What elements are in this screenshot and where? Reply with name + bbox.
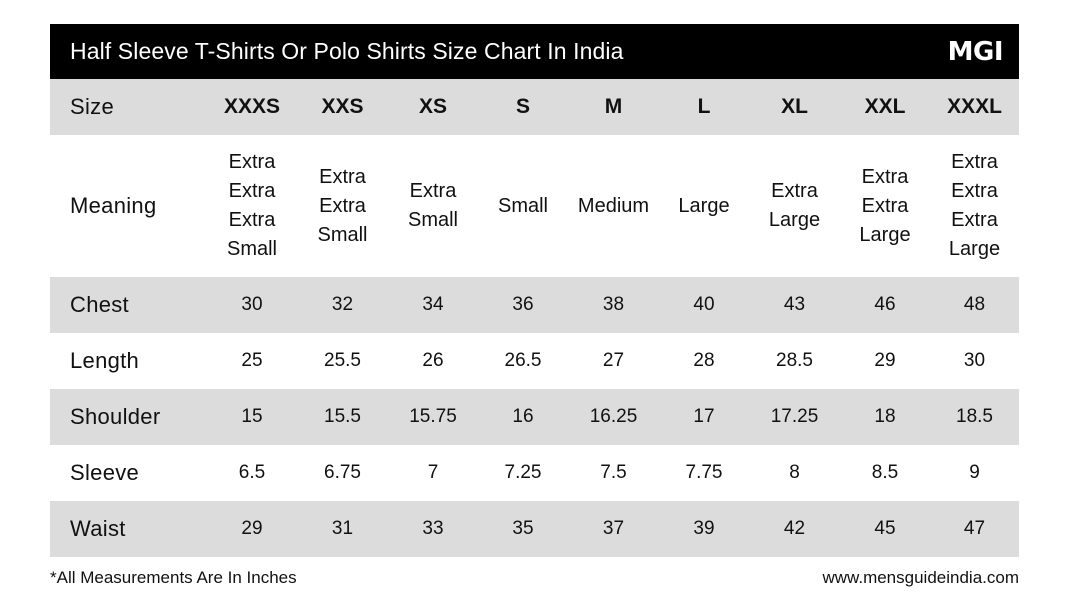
table-row: Shoulder 15 15.5 15.75 16 16.25 17 17.25 18 18.5 — [50, 389, 1019, 445]
measurement-cell: 47 — [930, 501, 1019, 557]
measurement-cell: 18.5 — [930, 389, 1019, 445]
measurement-cell: 35 — [478, 501, 568, 557]
row-label-chest: Chest — [50, 277, 207, 333]
size-header-cell: M — [568, 79, 659, 135]
measurement-cell: 33 — [388, 501, 478, 557]
meaning-cell: Extra Extra Extra Large — [948, 151, 1001, 260]
measurement-cell: 45 — [840, 501, 930, 557]
meaning-cell: Extra Extra Small — [317, 165, 368, 246]
measurement-cell: 15 — [207, 389, 297, 445]
measurement-cell: 36 — [478, 277, 568, 333]
size-header-cell: XXL — [840, 79, 930, 135]
measurement-cell: 42 — [749, 501, 840, 557]
size-header-row: Size XXXS XXS XS S M L XL XXL XXXL — [50, 79, 1019, 135]
measurement-cell: 15.75 — [388, 389, 478, 445]
measurement-cell: 18 — [840, 389, 930, 445]
measurement-cell: 29 — [874, 350, 896, 371]
measurement-cell: 28 — [693, 350, 715, 371]
measurement-cell: 34 — [388, 277, 478, 333]
meaning-cell: Small — [497, 194, 548, 217]
measurement-cell: 27 — [602, 350, 625, 371]
row-label-shoulder: Shoulder — [50, 389, 207, 445]
measurement-cell: 39 — [659, 501, 749, 557]
size-table: Size XXXS XXS XS S M L XL XXL XXXL Meani… — [50, 79, 1019, 557]
row-label-meaning: Meaning — [70, 193, 157, 218]
measurement-cell: 7.5 — [600, 462, 627, 483]
table-body: Size XXXS XXS XS S M L XL XXL XXXL Meani… — [50, 79, 1019, 557]
measurement-cell: 25 — [241, 350, 263, 371]
row-label-size: Size — [50, 79, 207, 135]
measurement-cell: 16 — [478, 389, 568, 445]
size-header-cell: S — [478, 79, 568, 135]
measurement-cell: 25.5 — [324, 350, 361, 371]
measurement-cell: 9 — [969, 462, 980, 483]
measurement-cell: 6.5 — [238, 462, 266, 483]
measurement-cell: 15.5 — [297, 389, 388, 445]
size-header-cell: XL — [749, 79, 840, 135]
row-label-length: Length — [70, 348, 140, 373]
table-row: Chest 30 32 34 36 38 40 43 46 48 — [50, 277, 1019, 333]
measurement-cell: 7 — [427, 462, 439, 483]
measurement-cell: 16.25 — [568, 389, 659, 445]
brand-logo: MGI — [947, 36, 1004, 67]
measurement-cell: 37 — [568, 501, 659, 557]
measurement-cell: 43 — [749, 277, 840, 333]
table-row: Length 25 25.5 26 26.5 27 28 28.5 29 30 — [50, 333, 1019, 389]
meaning-cell: Extra Extra Large — [859, 165, 911, 246]
measurement-cell: 28.5 — [776, 350, 813, 371]
measurement-cell: 6.75 — [324, 462, 361, 483]
meaning-cell: Extra Extra Extra Small — [226, 151, 277, 260]
meaning-row: Meaning Extra Extra Extra Small Extra Ex… — [50, 135, 1019, 277]
measurement-cell: 48 — [930, 277, 1019, 333]
size-header-cell: XXXS — [207, 79, 297, 135]
measurement-cell: 38 — [568, 277, 659, 333]
chart-title: Half Sleeve T-Shirts Or Polo Shirts Size… — [70, 38, 624, 64]
measurement-cell: 7.25 — [504, 462, 542, 483]
row-label-sleeve: Sleeve — [70, 460, 140, 485]
size-header-cell: XS — [388, 79, 478, 135]
website-link[interactable]: www.mensguideindia.com — [822, 568, 1019, 587]
measurement-cell: 26.5 — [504, 350, 542, 371]
meaning-cell: Extra Small — [407, 180, 458, 231]
measurement-cell: 30 — [963, 350, 986, 371]
measurement-cell: 17.25 — [749, 389, 840, 445]
measurement-cell: 32 — [297, 277, 388, 333]
size-header-cell: L — [659, 79, 749, 135]
meaning-cell: Medium — [577, 194, 650, 217]
measurement-cell: 40 — [659, 277, 749, 333]
meaning-cell: Large — [678, 194, 730, 217]
title-bar: Half Sleeve T-Shirts Or Polo Shirts Size… — [50, 24, 1019, 79]
size-header-cell: XXXL — [930, 79, 1019, 135]
table-row: Sleeve 6.5 6.75 7 7.25 7.5 7.75 8 8.5 9 — [50, 445, 1019, 501]
meaning-cell: Extra Large — [768, 180, 821, 231]
measurement-note: *All Measurements Are In Inches — [50, 568, 297, 587]
table-row: Waist 29 31 33 35 37 39 42 45 47 — [50, 501, 1019, 557]
measurement-cell: 46 — [840, 277, 930, 333]
measurement-cell: 8.5 — [871, 462, 899, 483]
measurement-cell: 8 — [789, 462, 800, 483]
measurement-cell: 29 — [207, 501, 297, 557]
measurement-cell: 17 — [659, 389, 749, 445]
measurement-cell: 31 — [297, 501, 388, 557]
measurement-cell: 26 — [422, 350, 444, 371]
measurement-cell: 7.75 — [685, 462, 723, 483]
row-label-waist: Waist — [50, 501, 207, 557]
size-header-cell: XXS — [297, 79, 388, 135]
measurement-cell: 30 — [207, 277, 297, 333]
